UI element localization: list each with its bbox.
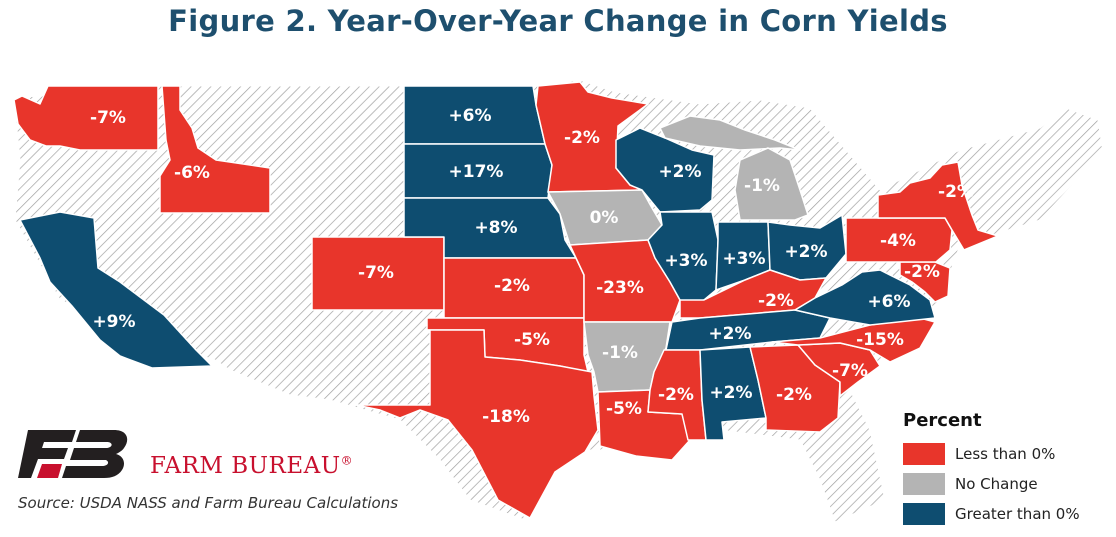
- label-GA: -2%: [776, 385, 812, 405]
- label-MI: -1%: [744, 176, 780, 196]
- state-MI-upper[interactable]: [659, 115, 801, 151]
- legend-swatch-negative: [903, 443, 945, 465]
- state-MD[interactable]: [899, 261, 951, 303]
- label-WA: -7%: [90, 108, 126, 128]
- state-MI[interactable]: [734, 147, 809, 221]
- label-ND: +6%: [448, 106, 491, 126]
- legend-item-no-change: No Change: [903, 469, 1080, 499]
- label-VA: +6%: [867, 292, 910, 312]
- source-note: Source: USDA NASS and Farm Bureau Calcul…: [18, 494, 399, 512]
- state-CA[interactable]: [19, 211, 213, 369]
- label-SD: +17%: [449, 162, 504, 182]
- legend-swatch-positive: [903, 503, 945, 525]
- label-KS: -2%: [494, 276, 530, 296]
- map-title: Figure 2. Year-Over-Year Change in Corn …: [168, 4, 948, 38]
- label-OK: -5%: [514, 330, 550, 350]
- state-NY[interactable]: [877, 161, 999, 251]
- legend-title: Percent: [903, 410, 982, 431]
- legend-label-no-change: No Change: [955, 475, 1038, 493]
- farm-bureau-logo-icon: [18, 430, 128, 478]
- label-MS: -2%: [658, 385, 694, 405]
- label-IL: +3%: [664, 251, 707, 271]
- label-MD: -2%: [904, 262, 940, 282]
- label-NC: -15%: [856, 330, 904, 350]
- label-CA: +9%: [92, 312, 135, 332]
- legend-label-negative: Less than 0%: [955, 445, 1056, 463]
- label-MN: -2%: [564, 128, 600, 148]
- label-MO: -23%: [596, 278, 644, 298]
- label-PA: -4%: [880, 231, 916, 251]
- legend-label-positive: Greater than 0%: [955, 505, 1080, 523]
- state-VA[interactable]: [794, 269, 936, 326]
- label-LA: -5%: [606, 399, 642, 419]
- label-CO: -7%: [358, 263, 394, 283]
- legend-item-positive: Greater than 0%: [903, 499, 1080, 529]
- label-WI: +2%: [658, 162, 701, 182]
- state-NC[interactable]: [771, 317, 936, 363]
- label-NY: -2%: [938, 182, 974, 202]
- label-OH: +2%: [784, 242, 827, 262]
- label-IA: 0%: [590, 208, 619, 228]
- label-NE: +8%: [474, 218, 517, 238]
- state-WA[interactable]: [13, 85, 159, 151]
- legend: Percent Less than 0% No Change Greater t…: [903, 410, 1080, 529]
- state-KY[interactable]: [679, 269, 827, 319]
- state-ID[interactable]: [159, 85, 271, 214]
- brand-name-text: FARM BUREAU: [150, 453, 341, 479]
- legend-item-negative: Less than 0%: [903, 439, 1080, 469]
- brand-name: FARM BUREAU®: [150, 453, 353, 479]
- state-TX[interactable]: [355, 329, 599, 519]
- label-TN: +2%: [708, 324, 751, 344]
- label-AL: +2%: [709, 383, 752, 403]
- registered-mark: ®: [340, 453, 354, 468]
- legend-swatch-no-change: [903, 473, 945, 495]
- state-WI[interactable]: [615, 127, 715, 213]
- label-ID: -6%: [174, 163, 210, 183]
- label-SC: -7%: [832, 361, 868, 381]
- label-IN: +3%: [722, 249, 765, 269]
- label-TX: -18%: [482, 407, 530, 427]
- label-AR: -1%: [602, 343, 638, 363]
- label-KY: -2%: [758, 291, 794, 311]
